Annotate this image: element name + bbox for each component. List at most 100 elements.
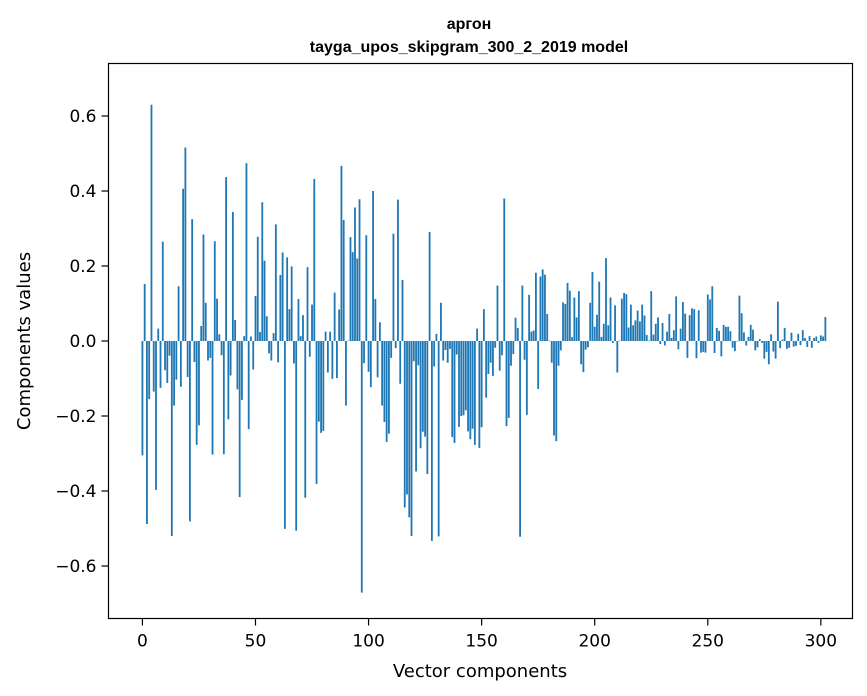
bar (367, 341, 370, 372)
bar (745, 341, 748, 346)
bar (659, 341, 662, 344)
bar (471, 341, 474, 429)
bar (268, 341, 270, 354)
bar (648, 340, 650, 342)
bar (677, 341, 680, 350)
bar (600, 336, 603, 342)
bar (704, 341, 707, 353)
bar (225, 177, 227, 342)
bar (715, 327, 718, 342)
bar (279, 275, 282, 341)
bar (408, 341, 411, 518)
bar (706, 294, 709, 341)
bar (390, 341, 393, 358)
bar (333, 292, 336, 341)
bar (236, 341, 239, 390)
bar (440, 302, 442, 341)
bar (596, 314, 598, 341)
bar (340, 165, 343, 341)
bar (227, 341, 230, 420)
bar (639, 321, 641, 341)
bar (204, 302, 207, 341)
bar (688, 315, 691, 341)
bar (397, 199, 399, 342)
bar (693, 309, 696, 342)
bar (731, 341, 734, 348)
bar (519, 341, 521, 537)
bar (546, 314, 549, 341)
bar (256, 236, 259, 341)
bar (320, 341, 322, 433)
bar (632, 325, 635, 341)
bar (681, 302, 684, 341)
bar (283, 341, 286, 529)
bar (636, 310, 639, 341)
bar (675, 296, 678, 342)
bar (161, 241, 164, 341)
bar (548, 340, 551, 342)
x-tick-label: 300 (805, 632, 837, 652)
bar (754, 341, 757, 351)
bar (415, 341, 417, 472)
bar (437, 341, 440, 537)
bar (317, 341, 320, 422)
bar (342, 219, 345, 341)
bar (406, 341, 408, 495)
bar (593, 326, 596, 341)
bar (363, 341, 365, 364)
x-tick-label: 150 (465, 632, 497, 652)
bar (584, 341, 587, 350)
bar (510, 341, 512, 366)
bar (568, 290, 571, 341)
bar (424, 341, 426, 437)
x-axis-ticks: 0 50 100 150 200 250 300 (137, 618, 837, 652)
bar (293, 341, 295, 364)
bar (641, 304, 644, 341)
bar (252, 341, 255, 370)
bar (435, 333, 438, 342)
bar (650, 291, 653, 342)
bar (229, 341, 232, 376)
bar (243, 336, 246, 342)
bar (781, 339, 784, 341)
bar (442, 341, 445, 361)
bars-group (141, 104, 827, 593)
bar (661, 323, 664, 341)
y-tick-label: 0.0 (69, 332, 96, 352)
bar (164, 341, 166, 371)
bar (331, 341, 334, 379)
bar (691, 308, 693, 342)
bar (582, 341, 585, 373)
bar (433, 341, 436, 367)
bar (666, 331, 668, 342)
bar (611, 341, 614, 343)
x-tick-label: 0 (137, 632, 148, 652)
bar (614, 305, 616, 342)
bar (417, 341, 420, 366)
bar (577, 291, 580, 342)
x-tick-label: 100 (352, 632, 384, 652)
bar (220, 341, 223, 356)
bar (388, 341, 390, 434)
bar (815, 336, 818, 341)
bar (700, 341, 702, 353)
bar (743, 332, 745, 342)
bar (216, 298, 218, 341)
bar (403, 341, 406, 508)
x-axis-label: Vector components (393, 661, 567, 682)
bar (311, 304, 313, 341)
bar (824, 317, 827, 341)
bar (587, 341, 589, 348)
bar (482, 309, 485, 342)
bar (231, 212, 234, 341)
bar (487, 341, 490, 374)
bar (503, 198, 506, 341)
bar (374, 299, 377, 341)
bar (729, 331, 732, 341)
bar (535, 272, 537, 341)
bar (421, 341, 424, 432)
bar (817, 341, 820, 343)
bar (189, 341, 191, 522)
bar (605, 258, 607, 342)
bar (349, 237, 352, 341)
